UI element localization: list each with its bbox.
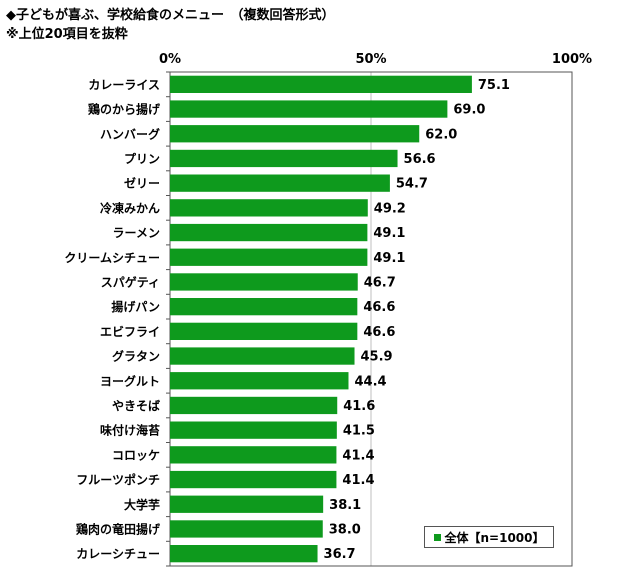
category-label: 味付け海苔 <box>100 423 160 438</box>
data-label: 56.6 <box>404 152 436 167</box>
data-label: 49.2 <box>374 201 406 216</box>
bar <box>170 298 358 316</box>
data-label: 54.7 <box>396 177 428 192</box>
data-label: 44.4 <box>354 374 386 389</box>
category-label: ハンバーグ <box>100 126 160 141</box>
category-label: 鶏肉の竜田揚げ <box>76 521 161 536</box>
category-label: ヨーグルト <box>100 373 160 388</box>
data-label: 38.0 <box>329 522 361 537</box>
category-label: スパゲティ <box>101 274 160 289</box>
category-label: エビフライ <box>100 324 160 339</box>
data-label: 41.4 <box>342 473 374 488</box>
category-label: グラタン <box>112 349 160 364</box>
bar <box>170 372 349 390</box>
bar <box>170 149 398 168</box>
data-label: 41.4 <box>342 448 374 463</box>
data-label: 46.7 <box>364 275 396 290</box>
data-label: 36.7 <box>324 547 356 562</box>
data-label: 46.6 <box>363 325 395 340</box>
data-label: 38.1 <box>329 498 361 513</box>
bar <box>170 248 368 266</box>
bar <box>170 347 355 365</box>
x-tick-label: 50% <box>355 52 386 67</box>
data-label: 62.0 <box>425 127 457 142</box>
data-label: 41.6 <box>343 399 375 414</box>
category-label: ラーメン <box>112 226 160 240</box>
legend: 全体【n=1000】 <box>424 526 554 548</box>
chart-subtitle: ※上位20項目を抜粋 <box>6 27 128 42</box>
bar <box>170 199 368 217</box>
data-label: 69.0 <box>453 103 485 118</box>
x-tick-label: 0% <box>159 52 181 67</box>
data-label: 49.1 <box>373 251 405 266</box>
category-label: やきそば <box>112 398 160 413</box>
bar <box>170 223 368 242</box>
bar <box>170 421 337 439</box>
bar <box>170 470 337 489</box>
data-label: 45.9 <box>361 350 393 365</box>
data-label: 75.1 <box>478 78 510 93</box>
bar <box>170 520 323 538</box>
bar <box>170 125 420 143</box>
data-label: 49.1 <box>373 226 405 241</box>
category-label: クリームシチュー <box>64 251 160 265</box>
legend-swatch <box>433 533 441 541</box>
category-label: コロッケ <box>112 448 160 462</box>
bar <box>170 100 448 118</box>
bar <box>170 446 337 464</box>
chart-title: ◆子どもが喜ぶ、学校給食のメニュー （複数回答形式） <box>6 8 335 23</box>
category-label: プリン <box>124 151 160 166</box>
category-label: ゼリー <box>124 176 160 191</box>
bar <box>170 396 338 415</box>
category-label: カレーライス <box>88 78 160 92</box>
data-label: 41.5 <box>343 424 375 439</box>
bar <box>170 495 324 513</box>
data-label: 46.6 <box>363 300 395 315</box>
legend-label: 全体【n=1000】 <box>444 530 545 545</box>
category-label: フルーツポンチ <box>76 472 160 487</box>
category-label: 鶏のから揚げ <box>88 102 161 117</box>
bar <box>170 273 358 291</box>
bar <box>170 545 318 563</box>
category-label: 揚げパン <box>111 299 160 314</box>
x-tick-label: 100% <box>552 52 592 67</box>
category-label: 大学芋 <box>124 497 160 512</box>
bar <box>170 75 472 93</box>
category-label: 冷凍みかん <box>100 200 160 215</box>
bar <box>170 322 358 340</box>
category-label: カレーシチュー <box>76 547 160 561</box>
bar <box>170 174 390 192</box>
